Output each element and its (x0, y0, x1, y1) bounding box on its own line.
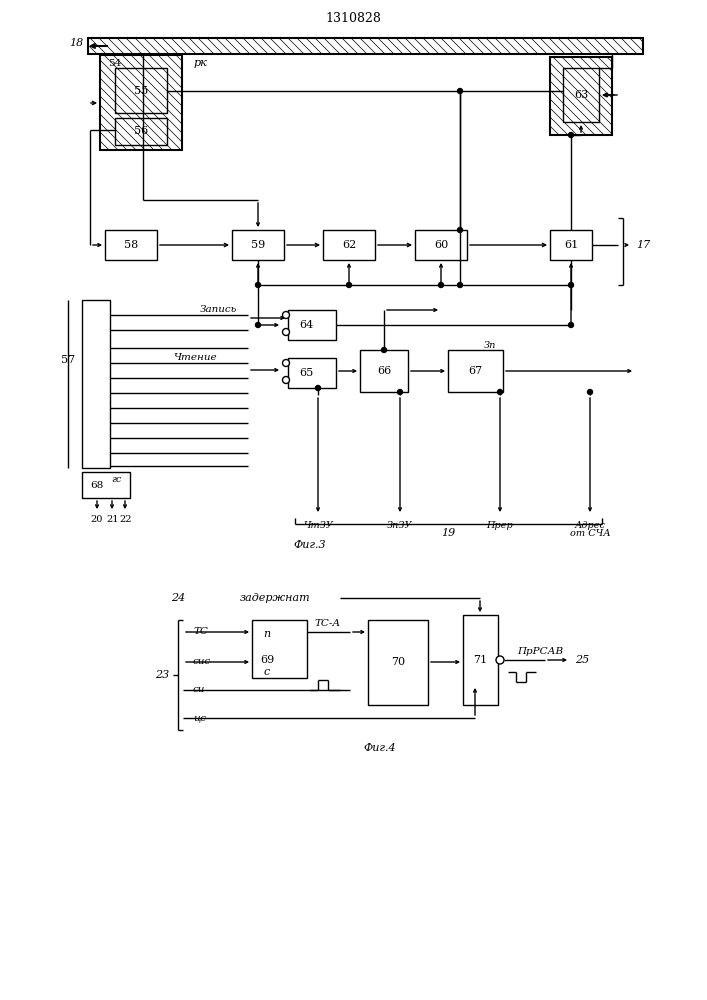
Circle shape (457, 228, 462, 232)
Text: 65: 65 (299, 368, 313, 378)
Circle shape (457, 89, 462, 94)
Circle shape (382, 348, 387, 353)
Circle shape (397, 389, 402, 394)
Text: 60: 60 (434, 240, 448, 250)
Text: 70: 70 (391, 657, 405, 667)
Text: ЧтЗУ: ЧтЗУ (303, 520, 333, 530)
Bar (82, 300, 110, 468)
Text: 55: 55 (134, 86, 148, 96)
Bar (360, 350, 408, 392)
Text: 56: 56 (134, 126, 148, 136)
Bar (105, 230, 157, 260)
Text: 23: 23 (155, 670, 169, 680)
Circle shape (568, 282, 573, 288)
Text: п: п (264, 629, 271, 639)
Bar (115, 68, 167, 113)
Text: ТС: ТС (193, 628, 208, 637)
Bar (550, 57, 612, 135)
Text: ТС-А: ТС-А (315, 619, 341, 629)
Text: 66: 66 (377, 366, 391, 376)
Text: задержнат: задержнат (240, 593, 310, 603)
Circle shape (283, 328, 289, 336)
Text: гс: гс (111, 475, 121, 484)
Bar (550, 230, 592, 260)
Text: 22: 22 (119, 516, 132, 524)
Text: 57: 57 (61, 355, 75, 365)
Bar (288, 358, 336, 388)
Text: 24: 24 (171, 593, 185, 603)
Circle shape (457, 282, 462, 288)
Text: 61: 61 (564, 240, 578, 250)
Bar (232, 230, 284, 260)
Text: 20: 20 (90, 516, 103, 524)
Text: с: с (264, 667, 270, 677)
Bar (88, 38, 643, 54)
Text: Чтение: Чтение (173, 354, 216, 362)
Bar (115, 118, 167, 145)
Text: цс: цс (193, 714, 206, 722)
Text: 67: 67 (468, 366, 482, 376)
Bar (288, 310, 336, 340)
Circle shape (283, 312, 289, 318)
Circle shape (498, 389, 503, 394)
Circle shape (283, 376, 289, 383)
Circle shape (255, 322, 260, 328)
Text: Фиг.3: Фиг.3 (293, 540, 327, 550)
Circle shape (588, 389, 592, 394)
Text: Прер: Прер (486, 520, 513, 530)
Text: 18: 18 (69, 38, 83, 48)
Circle shape (315, 385, 320, 390)
Text: си: си (193, 686, 205, 694)
Bar (323, 230, 375, 260)
Text: 58: 58 (124, 240, 138, 250)
Text: ЗпЗУ: ЗпЗУ (387, 520, 413, 530)
Text: Адрес: Адрес (575, 520, 605, 530)
Text: Фиг.4: Фиг.4 (363, 743, 397, 753)
Text: сис: сис (193, 658, 211, 666)
Circle shape (283, 360, 289, 366)
Circle shape (568, 132, 573, 137)
Text: ПрРСАВ: ПрРСАВ (517, 647, 563, 656)
Bar (448, 350, 503, 392)
Bar (415, 230, 467, 260)
Text: 59: 59 (251, 240, 265, 250)
Bar (563, 68, 599, 122)
Text: 62: 62 (342, 240, 356, 250)
Bar (82, 472, 130, 498)
Text: 1310828: 1310828 (325, 11, 381, 24)
Circle shape (346, 282, 351, 288)
Text: Зп: Зп (484, 340, 496, 350)
Text: 54: 54 (108, 58, 122, 68)
Text: 68: 68 (90, 481, 104, 489)
Bar (368, 620, 428, 705)
Text: 71: 71 (473, 655, 487, 665)
Circle shape (496, 656, 504, 664)
Text: рк: рк (193, 58, 207, 68)
Circle shape (568, 322, 573, 328)
Circle shape (438, 282, 443, 288)
Text: 69: 69 (260, 655, 274, 665)
Text: 17: 17 (636, 240, 650, 250)
Text: 19: 19 (441, 528, 455, 538)
Circle shape (255, 282, 260, 288)
Text: 64: 64 (299, 320, 313, 330)
Bar (252, 620, 307, 678)
Text: 25: 25 (575, 655, 589, 665)
Text: 63: 63 (574, 90, 588, 100)
Text: Запись: Запись (200, 306, 238, 314)
Text: 21: 21 (107, 516, 119, 524)
Bar (463, 615, 498, 705)
Text: от СЧА: от СЧА (570, 530, 610, 538)
Bar (100, 55, 182, 150)
